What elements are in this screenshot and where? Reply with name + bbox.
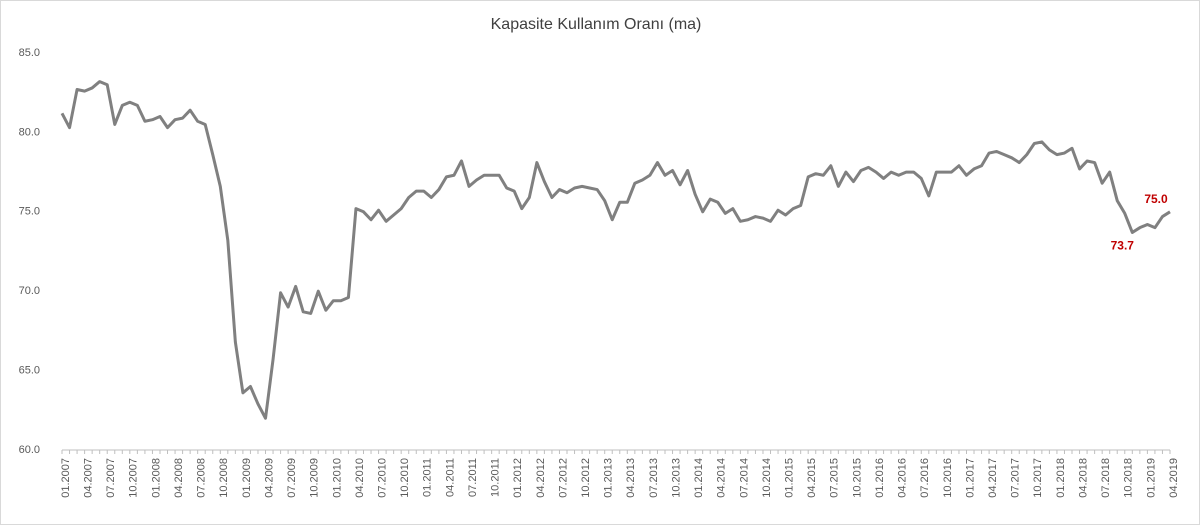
- x-tick-label: 10.2010: [399, 458, 411, 498]
- x-tick-label: 01.2016: [874, 458, 886, 498]
- x-tick-label: 10.2012: [580, 458, 592, 498]
- x-tick-label: 10.2009: [309, 458, 321, 498]
- x-tick-label: 10.2013: [670, 458, 682, 498]
- x-tick-label: 07.2016: [919, 458, 931, 498]
- x-tick-label: 01.2012: [512, 458, 524, 498]
- x-tick-label: 04.2007: [83, 458, 95, 498]
- x-tick-label: 04.2010: [354, 458, 366, 498]
- x-tick-label: 07.2012: [557, 458, 569, 498]
- x-tick-label: 04.2014: [716, 458, 728, 498]
- x-tick-label: 07.2014: [738, 458, 750, 498]
- x-tick-label: 04.2016: [897, 458, 909, 498]
- x-tick-label: 04.2012: [535, 458, 547, 498]
- x-tick-label: 10.2018: [1123, 458, 1135, 498]
- y-tick-label: 65.0: [19, 365, 40, 377]
- x-tick-label: 01.2014: [693, 458, 705, 498]
- y-tick-label: 80.0: [19, 126, 40, 138]
- x-tick-label: 07.2009: [286, 458, 298, 498]
- x-tick-label: 10.2008: [218, 458, 230, 498]
- x-tick-label: 04.2009: [263, 458, 275, 498]
- x-tick-label: 07.2017: [1010, 458, 1022, 498]
- x-tick-label: 01.2013: [603, 458, 615, 498]
- x-tick-label: 07.2010: [376, 458, 388, 498]
- x-tick-label: 04.2015: [806, 458, 818, 498]
- x-tick-label: 01.2011: [422, 458, 434, 497]
- x-tick-label: 07.2011: [467, 458, 479, 497]
- y-tick-label: 85.0: [19, 47, 40, 59]
- x-tick-label: 10.2017: [1032, 458, 1044, 498]
- x-tick-label: 07.2008: [196, 458, 208, 498]
- x-tick-label: 10.2011: [490, 458, 502, 497]
- x-tick-label: 07.2007: [105, 458, 117, 498]
- y-tick-label: 75.0: [19, 206, 40, 218]
- x-tick-label: 07.2018: [1100, 458, 1112, 498]
- x-tick-label: 10.2014: [761, 458, 773, 498]
- x-tick-label: 01.2018: [1055, 458, 1067, 498]
- x-tick-label: 10.2007: [128, 458, 140, 498]
- data-label: 75.0: [1144, 192, 1168, 206]
- x-tick-label: 01.2010: [331, 458, 343, 498]
- data-label: 73.7: [1111, 239, 1135, 253]
- x-tick-label: 07.2013: [648, 458, 660, 498]
- x-tick-label: 01.2008: [150, 458, 162, 498]
- x-tick-label: 01.2007: [60, 458, 72, 498]
- y-tick-label: 70.0: [19, 285, 40, 297]
- x-tick-label: 04.2013: [625, 458, 637, 498]
- x-tick-label: 01.2015: [783, 458, 795, 498]
- x-tick-label: 01.2017: [964, 458, 976, 498]
- x-tick-label: 04.2017: [987, 458, 999, 498]
- x-tick-label: 04.2008: [173, 458, 185, 498]
- x-tick-label: 10.2015: [851, 458, 863, 498]
- x-tick-label: 01.2009: [241, 458, 253, 498]
- series-line: [60, 80, 1171, 420]
- chart-title: Kapasite Kullanım Oranı (ma): [491, 16, 702, 33]
- x-tick-label: 01.2019: [1145, 458, 1157, 498]
- x-tick-label: 04.2018: [1077, 458, 1089, 498]
- x-tick-label: 07.2015: [829, 458, 841, 498]
- x-tick-label: 04.2011: [444, 458, 456, 497]
- x-tick-label: 04.2019: [1168, 458, 1180, 498]
- y-tick-label: 60.0: [19, 444, 40, 456]
- x-tick-label: 10.2016: [942, 458, 954, 498]
